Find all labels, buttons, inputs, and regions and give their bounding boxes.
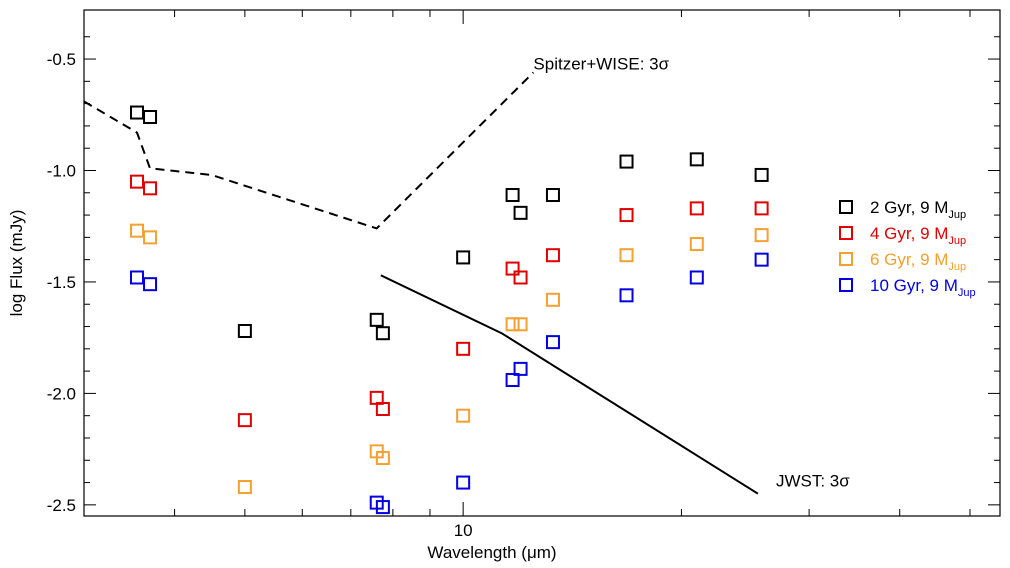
data-point-series-2: [513, 270, 528, 285]
spitzer-wise-annotation: Spitzer+WISE: 3σ: [533, 54, 669, 73]
legend-label: 4 Gyr, 9 MJup: [870, 224, 966, 247]
x-axis-label: Wavelength (μm): [427, 543, 556, 562]
plot-frame: [83, 9, 1001, 517]
data-point-series-2: [754, 201, 769, 216]
data-point-series-2: [375, 402, 390, 417]
y-tick-label: -2.5: [47, 496, 76, 515]
legend-marker: [839, 278, 853, 292]
legend-marker: [839, 226, 853, 240]
legend-label-subscript: Jup: [958, 287, 976, 299]
data-point-series-3: [513, 317, 528, 332]
data-markers: [130, 105, 769, 515]
data-point-series-1: [375, 326, 390, 341]
y-axis-label: log Flux (mJy): [7, 210, 26, 317]
legend: 2 Gyr, 9 MJup 4 Gyr, 9 MJup 6 Gyr, 9 MJup 1…: [839, 198, 976, 299]
jwst-annotation: JWST: 3σ: [776, 471, 850, 490]
data-point-series-2: [689, 201, 704, 216]
legend-marker: [839, 200, 853, 214]
data-point-series-4: [143, 277, 158, 292]
y-tick-label: -1.0: [47, 161, 76, 180]
annotations: Spitzer+WISE: 3σ JWST: 3σ: [533, 54, 850, 490]
limit-curves: [83, 71, 759, 495]
data-point-series-4: [456, 475, 471, 490]
data-point-series-1: [754, 167, 769, 182]
legend-label: 2 Gyr, 9 MJup: [870, 198, 966, 221]
data-point-series-3: [237, 480, 252, 495]
data-point-series-1: [237, 323, 252, 338]
y-tick-label: -2.0: [47, 384, 76, 403]
x-tick-label: 10: [454, 521, 473, 540]
legend-label-subscript: Jup: [948, 261, 966, 273]
y-tick-label: -0.5: [47, 50, 76, 69]
data-point-series-3: [143, 230, 158, 245]
axis-ticks: -0.5 -1.0 -1.5 -2.0 -2.5 10: [47, 10, 1000, 540]
data-point-series-4: [505, 373, 520, 388]
data-point-series-3: [754, 228, 769, 243]
data-point-series-2: [143, 181, 158, 196]
jwst-limit-line: [380, 274, 759, 495]
data-point-series-4: [375, 500, 390, 515]
legend-label: 10 Gyr, 9 MJup: [870, 276, 976, 299]
data-point-series-4: [130, 270, 145, 285]
legend-label-subscript: Jup: [948, 235, 966, 247]
data-point-series-3: [375, 451, 390, 466]
data-point-series-2: [545, 248, 560, 263]
data-point-series-1: [619, 154, 634, 169]
data-point-series-2: [505, 261, 520, 276]
data-point-series-2: [619, 208, 634, 223]
data-point-series-2: [456, 341, 471, 356]
data-point-series-3: [456, 408, 471, 423]
legend-label-subscript: Jup: [948, 209, 966, 221]
y-tick-label: -1.5: [47, 273, 76, 292]
data-point-series-3: [130, 223, 145, 238]
spitzer-wise-limit-line: [83, 71, 535, 230]
data-point-series-2: [237, 413, 252, 428]
data-point-series-2: [130, 174, 145, 189]
data-point-series-1: [513, 205, 528, 220]
legend-label: 6 Gyr, 9 MJup: [870, 250, 966, 273]
data-point-series-4: [545, 335, 560, 350]
legend-marker: [839, 252, 853, 266]
data-point-series-1: [456, 250, 471, 265]
data-point-series-1: [369, 312, 384, 327]
data-point-series-1: [545, 188, 560, 203]
data-point-series-1: [143, 109, 158, 124]
data-point-series-1: [505, 188, 520, 203]
data-point-series-4: [689, 270, 704, 285]
data-point-series-4: [619, 288, 634, 303]
data-point-series-3: [505, 317, 520, 332]
data-point-series-4: [513, 361, 528, 376]
data-point-series-3: [619, 248, 634, 263]
data-point-series-1: [130, 105, 145, 120]
plot-border: [83, 9, 1001, 517]
data-point-series-1: [689, 152, 704, 167]
data-point-series-3: [545, 292, 560, 307]
data-point-series-4: [754, 252, 769, 267]
data-point-series-3: [689, 237, 704, 252]
